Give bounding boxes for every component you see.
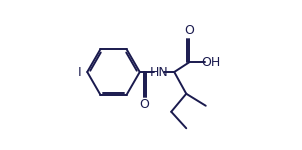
Text: O: O: [139, 98, 149, 111]
Text: OH: OH: [201, 56, 221, 69]
Text: HN: HN: [150, 66, 169, 78]
Text: I: I: [78, 66, 82, 78]
Text: O: O: [184, 24, 194, 37]
